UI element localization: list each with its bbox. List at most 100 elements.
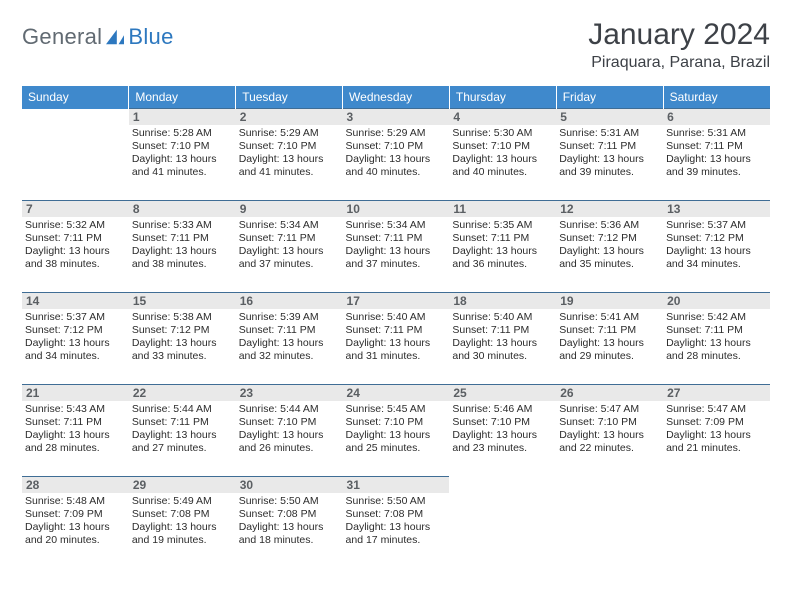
- day-info: Sunrise: 5:48 AMSunset: 7:09 PMDaylight:…: [25, 495, 126, 548]
- calendar-cell: 5Sunrise: 5:31 AMSunset: 7:11 PMDaylight…: [556, 109, 663, 201]
- calendar-cell: 28 Sunrise: 5:48 AMSunset: 7:09 PMDayligh…: [22, 477, 129, 569]
- calendar-table: SundayMondayTuesdayWednesdayThursdayFrid…: [22, 86, 770, 569]
- logo-text-left: General: [22, 24, 102, 50]
- day-number: 14: [22, 293, 129, 309]
- day-number: 25: [449, 385, 556, 401]
- calendar-cell: 14 Sunrise: 5:37 AMSunset: 7:12 PMDayligh…: [22, 293, 129, 385]
- day-number: 15: [129, 293, 236, 309]
- day-info: Sunrise: 5:33 AMSunset: 7:11 PMDaylight:…: [132, 219, 233, 272]
- day-number: 22: [129, 385, 236, 401]
- day-info: Sunrise: 5:45 AMSunset: 7:10 PMDaylight:…: [346, 403, 447, 456]
- calendar-cell: 22 Sunrise: 5:44 AMSunset: 7:11 PMDayligh…: [129, 385, 236, 477]
- calendar-cell: 23 Sunrise: 5:44 AMSunset: 7:10 PMDayligh…: [236, 385, 343, 477]
- calendar-cell: 9Sunrise: 5:34 AMSunset: 7:11 PMDaylight…: [236, 201, 343, 293]
- day-info: Sunrise: 5:31 AMSunset: 7:11 PMDaylight:…: [666, 127, 767, 180]
- day-number: 28: [22, 477, 129, 493]
- day-info: Sunrise: 5:44 AMSunset: 7:11 PMDaylight:…: [132, 403, 233, 456]
- header: General Blue January 2024 Piraquara, Par…: [22, 18, 770, 72]
- calendar-cell: 20Sunrise: 5:42 AMSunset: 7:11 PMDayligh…: [663, 293, 770, 385]
- calendar-cell: 4 Sunrise: 5:30 AMSunset: 7:10 PMDaylight…: [449, 109, 556, 201]
- calendar-cell: 31Sunrise: 5:50 AMSunset: 7:08 PMDayligh…: [343, 477, 450, 569]
- day-number: 13: [663, 201, 770, 217]
- day-info: Sunrise: 5:42 AMSunset: 7:11 PMDaylight:…: [666, 311, 767, 364]
- calendar-cell: 15Sunrise: 5:38 AMSunset: 7:12 PMDayligh…: [129, 293, 236, 385]
- day-number: 17: [343, 293, 450, 309]
- calendar-cell: [663, 477, 770, 569]
- weekday-header: Monday: [129, 86, 236, 109]
- weekday-header: Friday: [556, 86, 663, 109]
- calendar-cell: 27 Sunrise: 5:47 AMSunset: 7:09 PMDayligh…: [663, 385, 770, 477]
- day-info: Sunrise: 5:34 AMSunset: 7:11 PMDaylight:…: [346, 219, 447, 272]
- day-info: Sunrise: 5:35 AMSunset: 7:11 PMDaylight:…: [452, 219, 553, 272]
- logo: General Blue: [22, 18, 174, 50]
- day-info: Sunrise: 5:28 AMSunset: 7:10 PMDaylight:…: [132, 127, 233, 180]
- calendar-row: 14 Sunrise: 5:37 AMSunset: 7:12 PMDayligh…: [22, 293, 770, 385]
- day-number: 4: [449, 109, 556, 125]
- day-number: 10: [343, 201, 450, 217]
- calendar-cell: [22, 109, 129, 201]
- day-number: 18: [449, 293, 556, 309]
- calendar-cell: 12 Sunrise: 5:36 AMSunset: 7:12 PMDayligh…: [556, 201, 663, 293]
- weekday-header: Sunday: [22, 86, 129, 109]
- calendar-header: SundayMondayTuesdayWednesdayThursdayFrid…: [22, 86, 770, 109]
- day-info: Sunrise: 5:47 AMSunset: 7:09 PMDaylight:…: [666, 403, 767, 456]
- calendar-row: 1 Sunrise: 5:28 AMSunset: 7:10 PMDaylight…: [22, 109, 770, 201]
- calendar-cell: 10 Sunrise: 5:34 AMSunset: 7:11 PMDayligh…: [343, 201, 450, 293]
- calendar-cell: 8 Sunrise: 5:33 AMSunset: 7:11 PMDaylight…: [129, 201, 236, 293]
- weekday-header: Saturday: [663, 86, 770, 109]
- calendar-cell: 21Sunrise: 5:43 AMSunset: 7:11 PMDayligh…: [22, 385, 129, 477]
- calendar-cell: 13 Sunrise: 5:37 AMSunset: 7:12 PMDayligh…: [663, 201, 770, 293]
- weekday-header: Wednesday: [343, 86, 450, 109]
- title-block: January 2024 Piraquara, Parana, Brazil: [588, 18, 770, 72]
- calendar-cell: 3Sunrise: 5:29 AMSunset: 7:10 PMDaylight…: [343, 109, 450, 201]
- day-info: Sunrise: 5:46 AMSunset: 7:10 PMDaylight:…: [452, 403, 553, 456]
- day-info: Sunrise: 5:30 AMSunset: 7:10 PMDaylight:…: [452, 127, 553, 180]
- day-info: Sunrise: 5:37 AMSunset: 7:12 PMDaylight:…: [666, 219, 767, 272]
- day-info: Sunrise: 5:40 AMSunset: 7:11 PMDaylight:…: [346, 311, 447, 364]
- day-info: Sunrise: 5:39 AMSunset: 7:11 PMDaylight:…: [239, 311, 340, 364]
- day-number: 1: [129, 109, 236, 125]
- day-info: Sunrise: 5:31 AMSunset: 7:11 PMDaylight:…: [559, 127, 660, 180]
- day-number: 11: [449, 201, 556, 217]
- day-number: 19: [556, 293, 663, 309]
- day-number: 9: [236, 201, 343, 217]
- calendar-cell: [449, 477, 556, 569]
- calendar-cell: 6Sunrise: 5:31 AMSunset: 7:11 PMDaylight…: [663, 109, 770, 201]
- calendar-cell: 29 Sunrise: 5:49 AMSunset: 7:08 PMDayligh…: [129, 477, 236, 569]
- day-info: Sunrise: 5:47 AMSunset: 7:10 PMDaylight:…: [559, 403, 660, 456]
- calendar-cell: 24Sunrise: 5:45 AMSunset: 7:10 PMDayligh…: [343, 385, 450, 477]
- calendar-cell: 18Sunrise: 5:40 AMSunset: 7:11 PMDayligh…: [449, 293, 556, 385]
- sail-icon: [104, 28, 126, 46]
- page-title: January 2024: [588, 18, 770, 52]
- day-info: Sunrise: 5:50 AMSunset: 7:08 PMDaylight:…: [346, 495, 447, 548]
- day-number: 16: [236, 293, 343, 309]
- calendar-cell: 17 Sunrise: 5:40 AMSunset: 7:11 PMDayligh…: [343, 293, 450, 385]
- calendar-cell: 11 Sunrise: 5:35 AMSunset: 7:11 PMDayligh…: [449, 201, 556, 293]
- day-number: 27: [663, 385, 770, 401]
- calendar-cell: 1 Sunrise: 5:28 AMSunset: 7:10 PMDaylight…: [129, 109, 236, 201]
- day-info: Sunrise: 5:44 AMSunset: 7:10 PMDaylight:…: [239, 403, 340, 456]
- calendar-cell: [556, 477, 663, 569]
- calendar-cell: 2Sunrise: 5:29 AMSunset: 7:10 PMDaylight…: [236, 109, 343, 201]
- location: Piraquara, Parana, Brazil: [588, 54, 770, 72]
- calendar-row: 7 Sunrise: 5:32 AMSunset: 7:11 PMDaylight…: [22, 201, 770, 293]
- calendar-row: 28 Sunrise: 5:48 AMSunset: 7:09 PMDayligh…: [22, 477, 770, 569]
- day-number: 23: [236, 385, 343, 401]
- day-info: Sunrise: 5:41 AMSunset: 7:11 PMDaylight:…: [559, 311, 660, 364]
- day-info: Sunrise: 5:29 AMSunset: 7:10 PMDaylight:…: [346, 127, 447, 180]
- day-info: Sunrise: 5:32 AMSunset: 7:11 PMDaylight:…: [25, 219, 126, 272]
- day-number: 21: [22, 385, 129, 401]
- day-info: Sunrise: 5:49 AMSunset: 7:08 PMDaylight:…: [132, 495, 233, 548]
- day-info: Sunrise: 5:50 AMSunset: 7:08 PMDaylight:…: [239, 495, 340, 548]
- day-info: Sunrise: 5:36 AMSunset: 7:12 PMDaylight:…: [559, 219, 660, 272]
- day-info: Sunrise: 5:37 AMSunset: 7:12 PMDaylight:…: [25, 311, 126, 364]
- calendar-row: 21Sunrise: 5:43 AMSunset: 7:11 PMDayligh…: [22, 385, 770, 477]
- calendar-cell: 16 Sunrise: 5:39 AMSunset: 7:11 PMDayligh…: [236, 293, 343, 385]
- calendar-cell: 25 Sunrise: 5:46 AMSunset: 7:10 PMDayligh…: [449, 385, 556, 477]
- day-number: 12: [556, 201, 663, 217]
- logo-text-right: Blue: [128, 24, 173, 50]
- day-info: Sunrise: 5:29 AMSunset: 7:10 PMDaylight:…: [239, 127, 340, 180]
- day-number: 7: [22, 201, 129, 217]
- day-number: 29: [129, 477, 236, 493]
- day-number: 8: [129, 201, 236, 217]
